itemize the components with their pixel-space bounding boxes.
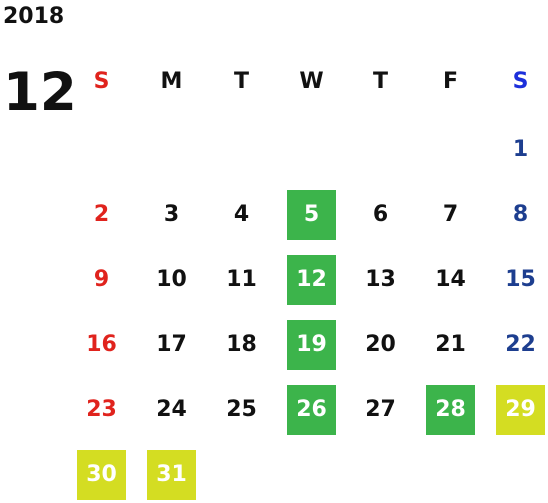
day-cell-14: 14 bbox=[435, 267, 466, 292]
day-cell-16: 16 bbox=[86, 332, 117, 357]
day-cell-1: 1 bbox=[512, 137, 529, 162]
weekday-header-saturday: S bbox=[512, 69, 529, 94]
day-cell-15: 15 bbox=[505, 267, 536, 292]
day-cell-10: 10 bbox=[156, 267, 187, 292]
day-cell-21: 21 bbox=[435, 332, 466, 357]
day-cell-20: 20 bbox=[365, 332, 396, 357]
day-cell-3: 3 bbox=[163, 202, 180, 227]
day-cell-17: 17 bbox=[156, 332, 187, 357]
weekday-header-wednesday: W bbox=[299, 69, 324, 94]
day-cell-2: 2 bbox=[93, 202, 110, 227]
day-cell-22: 22 bbox=[505, 332, 536, 357]
day-cell-24: 24 bbox=[156, 397, 187, 422]
day-cell-25: 25 bbox=[226, 397, 257, 422]
weekday-header-sunday: S bbox=[93, 69, 110, 94]
day-cell-9: 9 bbox=[93, 267, 110, 292]
day-cell-30: 30 bbox=[77, 450, 126, 500]
day-cell-19: 19 bbox=[287, 320, 336, 370]
weekday-header-tuesday: T bbox=[233, 69, 249, 94]
day-cell-13: 13 bbox=[365, 267, 396, 292]
month-number: 12 bbox=[3, 62, 77, 123]
day-cell-18: 18 bbox=[226, 332, 257, 357]
day-cell-6: 6 bbox=[372, 202, 389, 227]
weekday-header-friday: F bbox=[442, 69, 459, 94]
day-cell-26: 26 bbox=[287, 385, 336, 435]
year-label: 2018 bbox=[3, 4, 65, 29]
day-cell-28: 28 bbox=[426, 385, 475, 435]
weekday-header-monday: M bbox=[160, 69, 183, 94]
day-cell-12: 12 bbox=[287, 255, 336, 305]
day-cell-31: 31 bbox=[147, 450, 196, 500]
day-cell-23: 23 bbox=[86, 397, 117, 422]
day-cell-27: 27 bbox=[365, 397, 396, 422]
day-cell-8: 8 bbox=[512, 202, 529, 227]
weekday-header-thursday: T bbox=[372, 69, 388, 94]
day-cell-29: 29 bbox=[496, 385, 545, 435]
day-cell-7: 7 bbox=[442, 202, 459, 227]
day-cell-11: 11 bbox=[226, 267, 257, 292]
day-cell-4: 4 bbox=[233, 202, 250, 227]
day-cell-5: 5 bbox=[287, 190, 336, 240]
